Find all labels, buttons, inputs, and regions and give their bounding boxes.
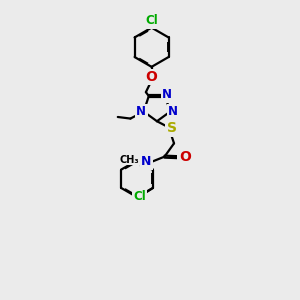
Text: N: N (141, 155, 152, 168)
Text: Cl: Cl (133, 190, 146, 203)
Text: S: S (167, 121, 177, 135)
Text: O: O (179, 150, 191, 164)
Text: H: H (139, 154, 148, 164)
Text: Cl: Cl (145, 14, 158, 27)
Text: N: N (136, 105, 146, 118)
Text: N: N (168, 105, 178, 118)
Text: CH₃: CH₃ (120, 154, 139, 164)
Text: O: O (146, 70, 158, 84)
Text: N: N (162, 88, 172, 101)
